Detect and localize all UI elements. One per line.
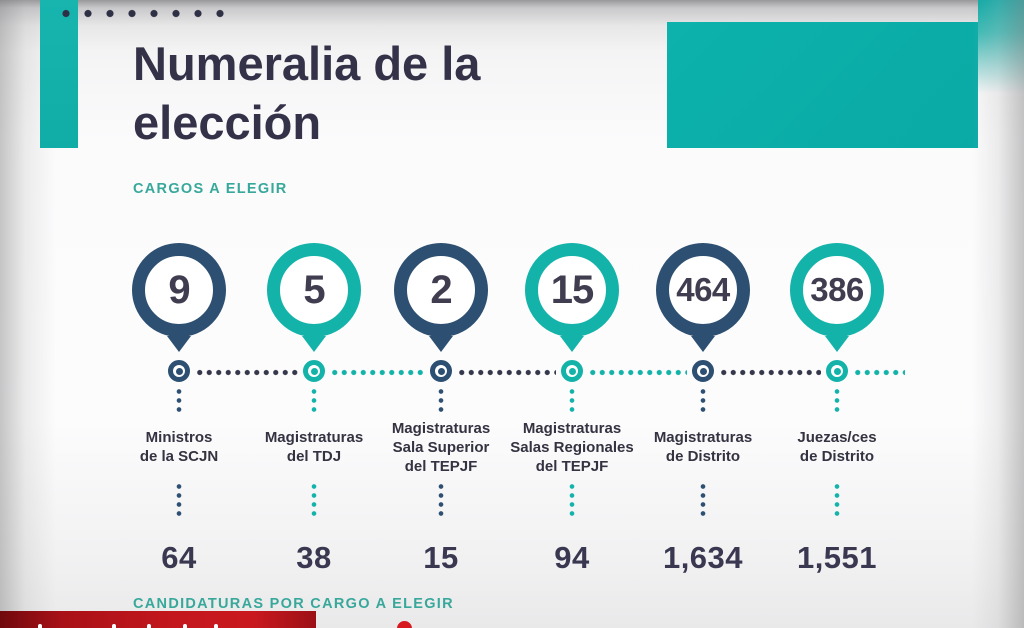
cargo-label-line: del TDJ (286, 448, 342, 465)
dotted-connector (438, 387, 444, 413)
banner-text-fragment (183, 624, 187, 628)
cargo-label-line: Magistraturas (391, 419, 491, 437)
cargo-count: 386 (810, 271, 864, 308)
teal-accent-bar (40, 0, 78, 148)
pin-marker: 2 (394, 243, 488, 337)
cargo-label-line: de Distrito (665, 448, 741, 465)
cargo-label-line: Magistraturas (522, 419, 622, 437)
banner-text-fragment (38, 624, 42, 628)
title-line-2: elección (133, 96, 322, 149)
cargo-label: Magistraturas de Distrito (621, 417, 785, 477)
timeline-node (168, 360, 190, 382)
title-line-1: Numeralia de la (133, 37, 481, 90)
cargo-count: 5 (303, 267, 325, 312)
dotted-connector (700, 387, 706, 413)
right-edge-shading (972, 0, 1024, 628)
logo-dot (397, 621, 412, 628)
cargo-column: 386 Juezas/ces de Distrito 1,551 (772, 243, 902, 576)
cargo-label: Magistraturas Sala Superior del TEPJF (359, 417, 523, 477)
banner-text-fragment (147, 624, 151, 628)
pin-marker: 9 (132, 243, 226, 337)
timeline-dots (330, 369, 425, 376)
pin-tail (825, 336, 849, 352)
pin-marker: 464 (656, 243, 750, 337)
cargo-count: 15 (550, 267, 594, 312)
cargo-label-line: de la SCJN (139, 448, 219, 465)
cargo-column: 5 Magistraturas del TDJ 38 (249, 243, 379, 576)
page-title: Numeralia de la elección (133, 34, 480, 152)
banner-text-fragment (112, 624, 116, 628)
cargo-label: Ministros de la SCJN (97, 417, 261, 477)
cargo-label-line: Magistraturas (264, 429, 364, 446)
section-label-candidaturas: CANDIDATURAS POR CARGO A ELEGIR (133, 596, 454, 612)
pin-tail (560, 336, 584, 352)
cargo-label: Magistraturas Salas Regionales del TEPJF (490, 417, 654, 477)
pin-marker: 386 (790, 243, 884, 337)
timeline-node (826, 360, 848, 382)
cargo-label-line: Magistraturas (653, 429, 753, 446)
cargo-label: Juezas/ces de Distrito (755, 417, 919, 477)
lower-third-banner (0, 611, 316, 628)
cargo-label-line: del TEPJF (404, 457, 478, 475)
section-label-cargos: CARGOS A ELEGIR (133, 181, 288, 197)
timeline-node (303, 360, 325, 382)
timeline-dots (457, 369, 556, 376)
pin-tail (302, 336, 326, 352)
candidaturas-count: 64 (161, 540, 197, 575)
cargo-label: Magistraturas del TDJ (232, 417, 396, 477)
cargo-column: 464 Magistraturas de Distrito 1,634 (638, 243, 768, 576)
pin-marker: 15 (525, 243, 619, 337)
dotted-connector (834, 387, 840, 413)
candidaturas-count: 1,634 (662, 540, 744, 575)
cargo-column: 15 Magistraturas Salas Regionales del TE… (507, 243, 637, 576)
cargo-count: 9 (168, 267, 190, 312)
timeline-node (692, 360, 714, 382)
cargo-label-line: de Distrito (799, 448, 875, 465)
dotted-connector (311, 482, 317, 516)
cargo-label-line: Sala Superior (392, 438, 490, 456)
candidaturas-count: 38 (296, 540, 332, 575)
cargo-label-line: del TEPJF (535, 457, 609, 475)
cargo-count: 2 (430, 267, 452, 312)
candidaturas-count: 1,551 (796, 540, 878, 575)
cargo-column: 2 Magistraturas Sala Superior del TEPJF … (376, 243, 506, 576)
dotted-connector (176, 482, 182, 516)
dotted-connector (569, 387, 575, 413)
timeline-node (430, 360, 452, 382)
timeline-node (561, 360, 583, 382)
pin-tail (429, 336, 453, 352)
candidaturas-count: 15 (423, 540, 459, 575)
timeline-dots (853, 369, 905, 376)
dotted-connector (438, 482, 444, 516)
cargo-label-line: Ministros (145, 429, 213, 446)
dotted-connector (311, 387, 317, 413)
dotted-connector (834, 482, 840, 516)
pin-marker: 5 (267, 243, 361, 337)
dotted-connector (176, 387, 182, 413)
dotted-connector (700, 482, 706, 516)
timeline-dots (588, 369, 687, 376)
timeline-dots (719, 369, 821, 376)
cargo-count: 464 (676, 271, 730, 308)
dotted-connector (569, 482, 575, 516)
teal-accent-rectangle (667, 22, 978, 148)
timeline-dots (195, 369, 298, 376)
cargo-column: 9 Ministros de la SCJN 64 (114, 243, 244, 576)
cargo-label-line: Salas Regionales (510, 438, 634, 456)
cargo-label-line: Juezas/ces (797, 429, 877, 446)
candidaturas-count: 94 (554, 540, 590, 575)
banner-text-fragment (214, 624, 218, 628)
pin-tail (691, 336, 715, 352)
decorative-dots-row (55, 9, 231, 18)
pin-tail (167, 336, 191, 352)
